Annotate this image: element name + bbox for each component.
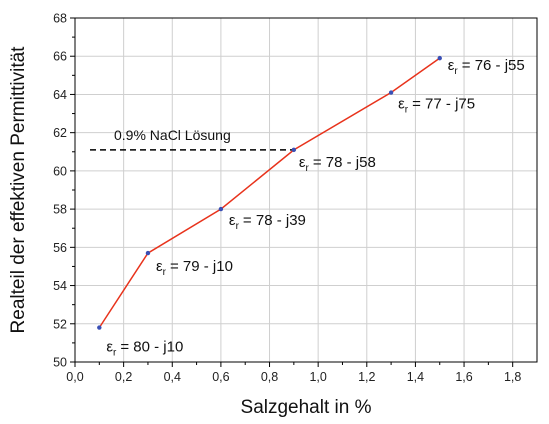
y-tick-label: 66 — [53, 50, 67, 64]
plot-frame — [74, 17, 538, 363]
grid — [75, 18, 537, 362]
data-label: εr = 78 - j39 — [229, 212, 306, 232]
y-tick-label: 58 — [53, 203, 67, 217]
y-tick-label: 68 — [53, 12, 67, 26]
y-tick-label: 62 — [53, 126, 67, 140]
x-tick-label: 1,4 — [407, 370, 424, 384]
x-tick-label: 1,8 — [504, 370, 521, 384]
data-point — [291, 147, 297, 153]
x-tick-label: 1,0 — [309, 370, 326, 384]
axes — [70, 17, 538, 367]
data-point — [388, 90, 394, 95]
data-point — [437, 55, 442, 61]
data-label: εr = 76 - j55 — [448, 57, 525, 77]
y-tick-label: 60 — [53, 164, 67, 178]
x-tick-label: 0,4 — [164, 370, 181, 384]
reference-line-group: 0.9% NaCl Lösung — [90, 127, 294, 151]
data-point — [145, 250, 151, 256]
reference-label: 0.9% NaCl Lösung — [114, 127, 231, 143]
y-axis-title: Realteil der effektiven Permittivität — [8, 46, 29, 334]
data-label: εr = 78 - j58 — [299, 154, 376, 174]
x-axis-title: Salzgehalt in % — [241, 397, 372, 418]
data-point — [97, 325, 102, 330]
data-label: εr = 79 - j10 — [156, 258, 233, 278]
y-tick-label: 64 — [53, 88, 67, 102]
x-tick-label: 0,2 — [115, 370, 132, 384]
x-tick-label: 1,2 — [358, 370, 375, 384]
y-tick-label: 56 — [53, 241, 67, 255]
y-tick-label: 50 — [53, 356, 67, 370]
annotations: εr = 80 - j10 εr = 79 - j10 εr = 78 - j39 εr = … — [106, 57, 524, 358]
y-tick-label: 54 — [53, 279, 67, 293]
x-tick-label: 0,8 — [261, 370, 278, 384]
series-group — [97, 55, 442, 330]
series-line — [98, 57, 441, 329]
data-point — [218, 206, 224, 212]
x-tick-label: 0,0 — [66, 370, 83, 384]
data-label: εr = 77 - j75 — [398, 96, 475, 116]
y-tick-label: 52 — [53, 317, 67, 331]
tick-labels: 0,0 0,2 0,4 0,6 0,8 1,0 1,2 1,4 1,6 1,8 50 52 54 56 58… — [53, 12, 521, 385]
x-tick-label: 1,6 — [455, 370, 472, 384]
data-label: εr = 80 - j10 — [106, 339, 183, 359]
x-tick-label: 0,6 — [212, 370, 229, 384]
